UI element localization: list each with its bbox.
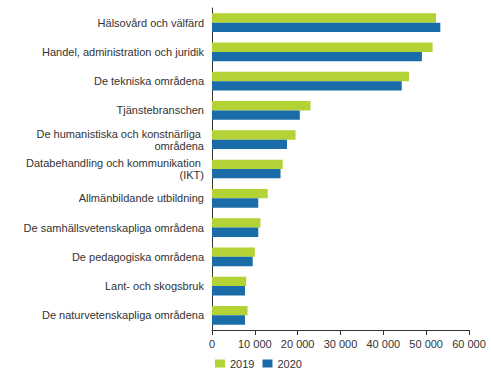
svg-text:Tjänstebranschen: Tjänstebranschen	[117, 104, 204, 116]
svg-text:10 000: 10 000	[238, 338, 272, 350]
svg-text:Handel, administration och jur: Handel, administration och juridik	[42, 46, 205, 58]
svg-text:De naturvetenskapliga områdena: De naturvetenskapliga områdena	[42, 309, 205, 321]
svg-text:2019: 2019	[230, 358, 254, 370]
svg-text:(IKT): (IKT)	[180, 169, 204, 181]
svg-text:20 000: 20 000	[281, 338, 315, 350]
svg-text:områdena: områdena	[154, 140, 204, 152]
svg-text:Hälsovård och välfärd: Hälsovård och välfärd	[98, 17, 204, 29]
svg-text:60 000: 60 000	[452, 338, 486, 350]
svg-text:Databehandling och kommunikati: Databehandling och kommunikation	[26, 157, 204, 169]
svg-text:Lant- och skogsbruk: Lant- och skogsbruk	[105, 280, 205, 292]
svg-text:Allmänbildande utbildning: Allmänbildande utbildning	[79, 192, 204, 204]
svg-text:De pedagogiska områdena: De pedagogiska områdena	[72, 251, 205, 263]
svg-text:0: 0	[209, 338, 215, 350]
svg-text:De tekniska områdena: De tekniska områdena	[94, 75, 205, 87]
svg-text:De samhällsvetenskapliga områd: De samhällsvetenskapliga områdena	[24, 222, 205, 234]
svg-text:50 000: 50 000	[409, 338, 443, 350]
svg-text:30 000: 30 000	[324, 338, 358, 350]
svg-text:De humanistiska och konstnärli: De humanistiska och konstnärliga	[36, 128, 204, 140]
svg-text:2020: 2020	[277, 358, 301, 370]
svg-text:40 000: 40 000	[367, 338, 401, 350]
